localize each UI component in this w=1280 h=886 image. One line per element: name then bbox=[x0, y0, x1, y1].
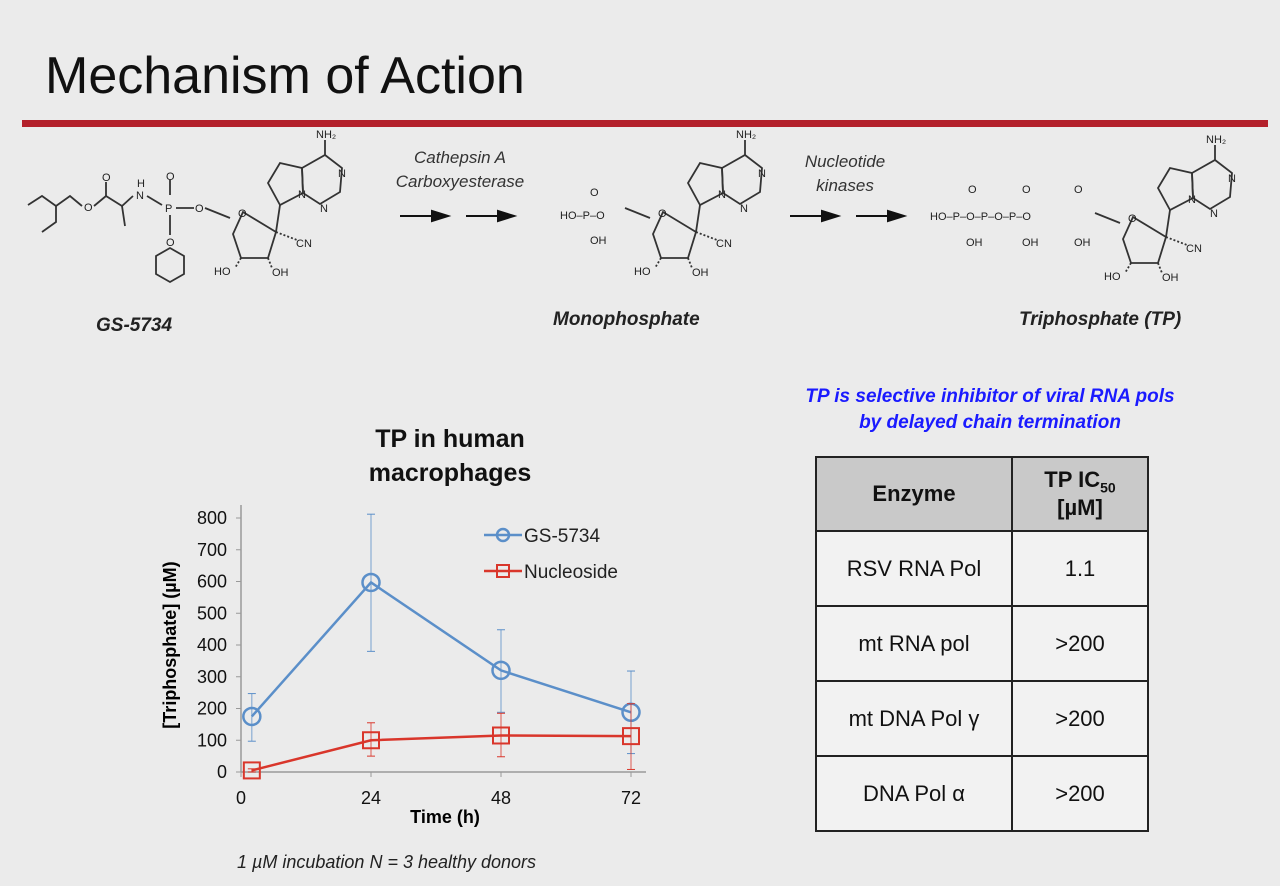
data-point-circle bbox=[242, 706, 262, 727]
legend-label: GS-5734 bbox=[524, 526, 600, 547]
svg-text:O: O bbox=[102, 172, 111, 184]
enzyme-label: kinases bbox=[816, 176, 874, 195]
legend-marker bbox=[495, 527, 511, 543]
data-point-square bbox=[242, 761, 261, 780]
x-tick-label: 0 bbox=[236, 788, 246, 808]
y-tick-label: 800 bbox=[197, 508, 227, 528]
compound-name: Monophosphate bbox=[553, 309, 700, 330]
table-row: mt RNA pol >200 bbox=[815, 605, 1149, 682]
y-tick-label: 400 bbox=[197, 635, 227, 655]
svg-text:N: N bbox=[136, 190, 144, 202]
triphosphate-chart: 0 100 200 300 400 500 600 700 800 0 24 48 72 Time (h)… bbox=[160, 505, 646, 827]
y-tick-label: 0 bbox=[217, 762, 227, 782]
y-tick-label: 100 bbox=[197, 730, 227, 750]
data-point-circle bbox=[491, 660, 511, 681]
monophosphate-structure bbox=[624, 128, 767, 280]
enzyme-cell: mt DNA Pol γ bbox=[815, 680, 1013, 757]
ic50-cell: >200 bbox=[1011, 755, 1149, 832]
table-header-row: Enzyme TP IC50 [µM] bbox=[815, 456, 1149, 532]
ic50-cell: >200 bbox=[1011, 680, 1149, 757]
footnote: 1 µM incubation N = 3 healthy donors bbox=[237, 852, 537, 872]
series-line-GS-5734 bbox=[250, 580, 632, 718]
selectivity-statement: TP is selective inhibitor of viral RNA p… bbox=[760, 384, 1220, 436]
title-divider bbox=[22, 120, 1268, 127]
enzyme-cell: mt RNA pol bbox=[815, 605, 1013, 682]
svg-text:O: O bbox=[968, 184, 977, 196]
compound-name: Triphosphate (TP) bbox=[1019, 309, 1182, 330]
y-tick-label: 300 bbox=[197, 667, 227, 687]
svg-text:O: O bbox=[195, 203, 204, 215]
table-row: mt DNA Pol γ >200 bbox=[815, 680, 1149, 757]
y-tick-label: 700 bbox=[197, 540, 227, 560]
gs-5734-nucleoside-core bbox=[204, 128, 347, 280]
y-axis-label: [Triphosphate] (µM) bbox=[160, 561, 180, 728]
svg-text:OH: OH bbox=[1022, 237, 1039, 249]
chart-title: TP in human macrophages bbox=[368, 425, 532, 487]
data-point-square bbox=[492, 726, 510, 745]
x-tick-label: 24 bbox=[361, 788, 381, 808]
svg-text:O: O bbox=[166, 237, 175, 249]
y-tick-label: 200 bbox=[197, 699, 227, 719]
enzyme-label: Carboxyesterase bbox=[395, 172, 525, 191]
legend-label: Nucleoside bbox=[524, 562, 618, 583]
svg-text:O: O bbox=[1022, 184, 1031, 196]
x-axis-label: Time (h) bbox=[410, 807, 480, 827]
ic50-table: Enzyme TP IC50 [µM] RSV RNA Pol 1.1 mt RNA… bbox=[815, 456, 1149, 832]
header-enzyme: Enzyme bbox=[815, 456, 1013, 532]
slide-title: Mechanism of Action bbox=[45, 47, 525, 105]
svg-text:OH: OH bbox=[966, 237, 983, 249]
enzyme-label: Cathepsin A bbox=[414, 148, 506, 167]
x-tick-label: 48 bbox=[491, 788, 511, 808]
arrow-icon bbox=[400, 209, 908, 223]
svg-text:OH: OH bbox=[1074, 237, 1091, 249]
statement-line: by delayed chain termination bbox=[859, 412, 1121, 433]
y-tick-label: 600 bbox=[197, 572, 227, 592]
data-point-square bbox=[362, 731, 380, 750]
y-tick-label: 500 bbox=[197, 603, 227, 623]
svg-text:HO–P–O–P–O–P–O: HO–P–O–P–O–P–O bbox=[930, 211, 1031, 223]
enzyme-cell: RSV RNA Pol bbox=[815, 530, 1013, 607]
svg-text:O: O bbox=[590, 187, 599, 199]
svg-text:O: O bbox=[1074, 184, 1083, 196]
statement-line: TP is selective inhibitor of viral RNA p… bbox=[805, 386, 1175, 407]
table-row: RSV RNA Pol 1.1 bbox=[815, 530, 1149, 607]
x-tick-label: 72 bbox=[621, 788, 641, 808]
data-point-square bbox=[622, 727, 640, 746]
ic50-cell: >200 bbox=[1011, 605, 1149, 682]
legend-marker bbox=[496, 564, 510, 578]
svg-text:O: O bbox=[166, 171, 175, 183]
compound-name: GS-5734 bbox=[96, 315, 173, 336]
table-row: DNA Pol α >200 bbox=[815, 755, 1149, 832]
triphosphate-structure bbox=[1094, 133, 1237, 285]
svg-text:HO–P–O: HO–P–O bbox=[560, 210, 605, 222]
gs-5734-structure bbox=[27, 180, 194, 284]
enzyme-cell: DNA Pol α bbox=[815, 755, 1013, 832]
ic50-cell: 1.1 bbox=[1011, 530, 1149, 607]
svg-text:P: P bbox=[165, 203, 172, 215]
header-ic50: TP IC50 [µM] bbox=[1011, 456, 1149, 532]
data-point-circle bbox=[361, 572, 381, 593]
svg-text:H: H bbox=[137, 178, 145, 190]
svg-text:O: O bbox=[84, 202, 93, 214]
svg-text:OH: OH bbox=[590, 235, 607, 247]
series-line-Nucleoside bbox=[251, 734, 632, 772]
enzyme-label: Nucleotide bbox=[804, 152, 886, 171]
